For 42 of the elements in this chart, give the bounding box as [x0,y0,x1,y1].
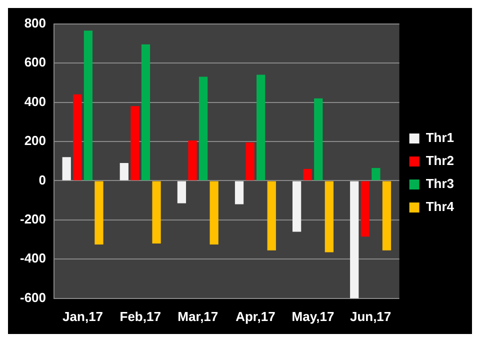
bar [141,44,150,180]
legend-label: Thr2 [426,153,454,168]
x-tick-label: May,17 [292,308,334,324]
bar [234,181,244,204]
bar [372,168,380,180]
bar [246,142,254,180]
bar [350,181,359,298]
x-tick-label: Jun,17 [350,308,392,324]
y-tick-label: 600 [24,54,46,70]
bar [198,76,208,180]
bar [324,181,334,252]
bar [120,163,128,180]
y-tick-label: 800 [24,15,46,30]
legend-label: Thr1 [426,130,454,146]
bar [177,181,186,204]
bar [267,181,276,250]
bar [62,157,71,180]
y-tick-label: 400 [24,94,46,109]
bar [292,181,302,232]
x-tick-label: Mar,17 [178,308,218,324]
bar [256,74,266,180]
y-tick-label: -600 [20,290,46,305]
bar [382,181,392,250]
bar [360,181,370,237]
bar [94,181,104,244]
bar [84,30,93,180]
y-tick-label: -400 [20,250,46,266]
bar [210,181,218,244]
bar [188,140,197,180]
legend-label: Thr3 [426,176,454,192]
y-tick-label: 200 [24,133,46,148]
y-tick-label: 0 [38,172,46,188]
x-tick-label: Jan,17 [62,308,104,324]
bar [314,98,323,180]
legend-label: Thr4 [426,199,455,214]
x-tick-label: Apr,17 [236,308,276,324]
bar [73,94,82,180]
y-tick-label: -200 [20,212,46,227]
bar [303,168,312,180]
x-tick-label: Feb,17 [120,308,161,324]
bar [152,181,161,244]
bar [130,106,140,180]
